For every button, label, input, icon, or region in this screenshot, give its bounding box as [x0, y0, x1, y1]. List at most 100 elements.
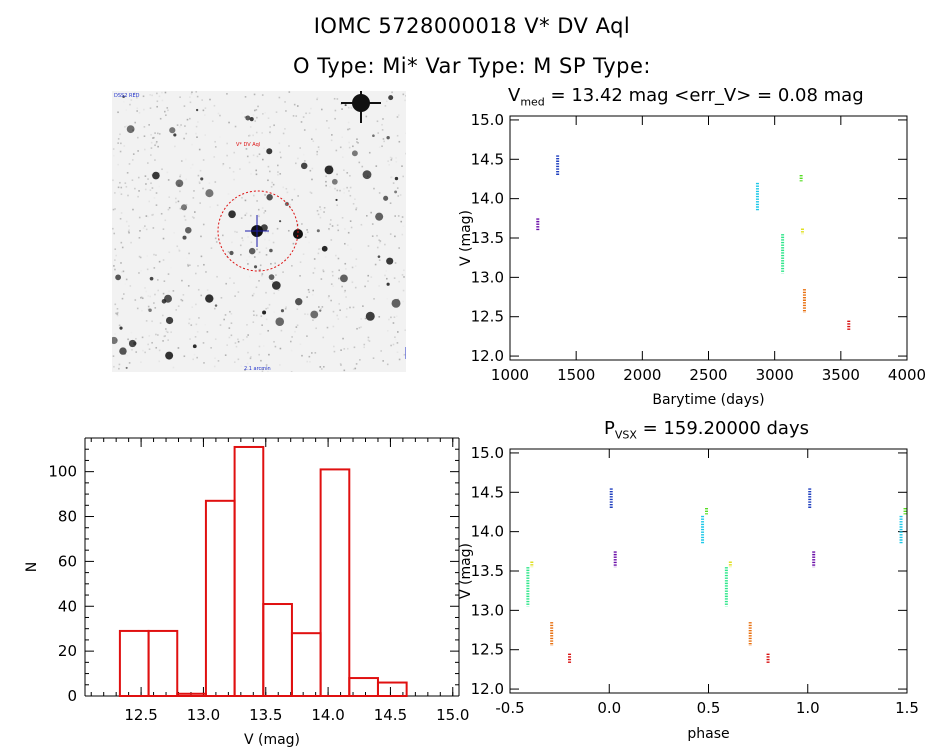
sky-noise [337, 257, 340, 260]
sky-noise [323, 211, 325, 213]
sky-noise [343, 188, 345, 190]
sky-noise [378, 239, 380, 242]
sky-noise [277, 171, 279, 173]
sky-star [375, 212, 384, 221]
sky-noise [149, 94, 151, 96]
sky-noise [150, 141, 153, 144]
sky-noise [382, 138, 385, 140]
sky-noise [354, 286, 357, 289]
sky-noise [288, 145, 290, 147]
sky-noise [258, 280, 260, 282]
sky-noise [143, 135, 146, 138]
sky-star [279, 220, 282, 223]
sky-noise [356, 138, 358, 140]
sky-noise [145, 320, 148, 322]
sky-noise [147, 215, 150, 218]
sky-noise [266, 367, 269, 370]
sky-noise [123, 145, 126, 147]
sky-noise [337, 318, 340, 320]
sky-noise [302, 253, 305, 256]
sky-noise [161, 314, 164, 317]
sky-noise [339, 146, 342, 149]
sky-noise [143, 148, 146, 151]
sky-noise [147, 308, 150, 311]
sky-noise [354, 367, 357, 370]
sky-noise [340, 364, 342, 366]
sky-noise [149, 189, 152, 192]
sky-noise [355, 208, 357, 211]
sky-noise [200, 255, 203, 258]
sky-noise [381, 129, 384, 131]
sky-noise [163, 280, 166, 283]
sky-noise [120, 241, 123, 244]
sky-star [228, 210, 236, 219]
sky-noise [331, 270, 334, 273]
sky-noise [355, 207, 358, 209]
sky-noise [362, 305, 364, 307]
sky-noise [115, 254, 117, 257]
sky-noise [227, 193, 230, 195]
sky-noise [313, 258, 316, 260]
sky-noise [206, 289, 209, 291]
sky-noise [131, 179, 134, 182]
sky-noise [352, 145, 354, 148]
sky-noise [346, 307, 348, 310]
sky-noise [138, 272, 140, 274]
sky-noise [138, 216, 141, 219]
sky-noise [190, 92, 193, 95]
sky-noise [147, 178, 149, 180]
sky-noise [343, 192, 346, 194]
sky-noise [114, 208, 116, 210]
sky-noise [160, 212, 163, 215]
sky-noise [205, 271, 207, 273]
sky-noise [241, 196, 243, 199]
sky-noise [180, 124, 182, 126]
sky-noise [161, 168, 163, 171]
sky-noise [137, 150, 139, 152]
sky-noise [134, 299, 137, 301]
sky-noise [130, 331, 133, 334]
sky-noise [139, 230, 141, 232]
sky-noise [257, 208, 260, 211]
sky-noise [293, 103, 296, 106]
sky-noise [113, 265, 115, 267]
sky-noise [242, 338, 245, 341]
sky-noise [179, 174, 182, 176]
sky-noise [194, 335, 197, 338]
sky-noise [119, 217, 122, 220]
sky-star [372, 134, 375, 138]
sky-star [266, 148, 273, 155]
sky-noise [219, 324, 222, 326]
sky-noise [282, 186, 285, 189]
sky-noise [331, 225, 334, 227]
histogram-xtick-label: 15.0 [436, 706, 469, 724]
sky-noise [389, 156, 392, 159]
sky-noise [398, 280, 400, 283]
phaseplot-ylabel: V (mag) [458, 543, 474, 599]
sky-noise [328, 127, 330, 129]
sky-noise [161, 91, 163, 94]
sky-noise [324, 256, 327, 258]
sky-noise [118, 324, 121, 327]
sky-noise [266, 307, 269, 309]
sky-noise [344, 228, 346, 230]
sky-noise [120, 193, 123, 195]
sky-star [388, 95, 394, 101]
sky-noise [292, 242, 295, 245]
sky-noise [401, 165, 403, 167]
sky-star [122, 95, 125, 98]
sky-noise [189, 101, 192, 104]
sky-noise [346, 172, 349, 174]
histogram-xtick-label: 13.0 [187, 706, 220, 724]
phaseplot-ytick-label: 13.5 [471, 562, 504, 580]
sky-noise [234, 295, 236, 297]
sky-noise [267, 165, 270, 168]
sky-noise [237, 358, 240, 361]
sky-noise [247, 351, 249, 354]
sky-noise [376, 234, 378, 237]
sky-noise [273, 292, 275, 295]
sky-noise [202, 187, 204, 190]
sky-noise [301, 223, 303, 225]
sky-noise [117, 163, 119, 166]
sky-noise [333, 350, 336, 353]
